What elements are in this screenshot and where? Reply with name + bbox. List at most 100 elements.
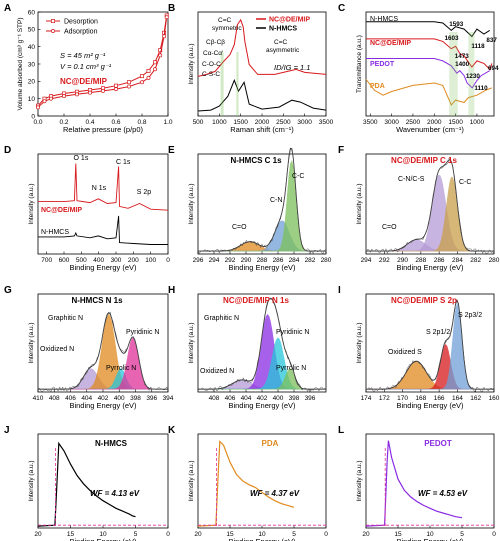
x-tick-label: 5 [134, 531, 138, 538]
x-tick-label: 2000 [255, 119, 270, 126]
x-tick-label: 5 [292, 531, 296, 538]
y-axis-label: Intensity (a.u.) [28, 322, 35, 363]
panel-letter: K [168, 425, 176, 436]
chart-title: PDA [262, 439, 279, 448]
x-tick-label: 20 [194, 531, 202, 538]
x-tick-label: 406 [225, 395, 236, 402]
peak-label: Pyridinic N [276, 329, 309, 336]
y-axis-label: Intensity (a.u.) [356, 322, 363, 363]
raw-data-line [365, 298, 495, 392]
panel-letter: J [4, 425, 10, 436]
panel-letter: I [338, 285, 341, 296]
legend-label: Desorption [64, 18, 98, 25]
x-tick-label: 282 [470, 257, 481, 264]
y-tick-label: 10 [28, 96, 36, 103]
x-axis-label: Binding Energy (eV) [228, 401, 296, 410]
x-axis-label: Binding Energy (eV) [69, 537, 137, 541]
annotation: O 1s [74, 155, 89, 162]
x-tick-label: 3000 [297, 119, 312, 126]
x-axis-label: Relative pressure (p/p0) [63, 125, 144, 134]
x-tick-label: 408 [209, 395, 220, 402]
data-point-adsorption [127, 84, 131, 89]
envelope-line [366, 299, 494, 390]
series-line-nhmcs [38, 215, 168, 245]
x-tick-label: 294 [361, 257, 372, 264]
x-tick-label: 402 [257, 395, 268, 402]
panel-letter: G [4, 285, 12, 296]
x-tick-label: 288 [257, 257, 268, 264]
x-axis-label: Binding Energy (eV) [228, 263, 296, 272]
data-point-adsorption [153, 67, 157, 72]
x-tick-label: 294 [209, 257, 220, 264]
annotation: C-S-C [202, 71, 220, 78]
x-tick-label: 290 [397, 257, 408, 264]
x-tick-label: 20 [34, 531, 42, 538]
annotation: ID/IG = 1.1 [274, 63, 310, 72]
annotation: asymmetric [266, 47, 300, 54]
peak-label: C-N/C-S [398, 176, 425, 183]
plot-frame [365, 293, 495, 393]
annotation: WF = 4.37 eV [250, 489, 300, 498]
data-point-adsorption [114, 87, 118, 92]
x-axis-label: Binding Energy (eV) [396, 401, 464, 410]
x-tick-label: 0.6 [111, 119, 120, 126]
x-axis-label: Binding Energy (eV) [69, 263, 137, 272]
panel-letter: L [338, 425, 344, 436]
data-point-desorption [146, 68, 151, 73]
panel-letter: B [168, 3, 175, 14]
x-axis-label: Wavenumber (cm⁻¹) [396, 125, 464, 134]
chart-title: NC@DE/MIP C 1s [391, 156, 457, 165]
chart-title: N-HMCS [95, 439, 128, 448]
annotation: Cβ-Cβ [206, 39, 225, 46]
peak-label: C-C [459, 179, 471, 186]
x-tick-label: 286 [273, 257, 284, 264]
peak-label: C=O [382, 224, 397, 231]
y-axis-label: Intensity (a.u.) [28, 460, 35, 501]
annotation: N 1s [92, 185, 107, 192]
x-tick-label: 400 [93, 257, 104, 264]
x-tick-label: 600 [59, 257, 70, 264]
y-tick-label: 30 [28, 61, 36, 68]
x-tick-label: 5 [460, 531, 464, 538]
panel-letter: A [4, 3, 11, 14]
x-tick-label: 396 [146, 395, 157, 402]
x-tick-label: 700 [41, 257, 52, 264]
x-tick-label: 10 [258, 531, 266, 538]
peak-oxidized-s [366, 360, 494, 390]
highlight-band [220, 52, 224, 116]
x-tick-label: 288 [415, 257, 426, 264]
data-point-adsorption [146, 75, 151, 80]
peak-label: C=O [232, 224, 247, 231]
chart-title: NC@DE/MIP N 1s [223, 296, 289, 305]
y-axis-label: Volume absorbed (cm³ g⁻¹ STP) [17, 17, 24, 110]
x-tick-label: 282 [305, 257, 316, 264]
x-tick-label: 164 [452, 395, 463, 402]
series-line-2 [366, 58, 490, 89]
peak-c-n-c-s [366, 174, 494, 252]
x-tick-label: 2500 [276, 119, 291, 126]
peak-label: S 2p3/2 [458, 312, 482, 319]
x-tick-label: 0.2 [59, 119, 68, 126]
annotation: 837 [486, 37, 497, 44]
plot-frame [197, 153, 327, 255]
y-axis-label: Intensity (a.u.) [188, 460, 195, 501]
legend-label: N-HMCS [269, 26, 297, 33]
annotation: 1593 [449, 21, 464, 28]
data-point-adsorption [88, 90, 92, 95]
data-point-desorption [140, 74, 144, 79]
x-tick-label: 170 [397, 395, 408, 402]
annotation: 1473 [455, 53, 470, 60]
x-tick-label: 1500 [448, 119, 463, 126]
x-tick-label: 394 [163, 395, 174, 402]
x-tick-label: 406 [65, 395, 76, 402]
x-tick-label: 500 [76, 257, 87, 264]
x-tick-label: 0.0 [33, 119, 42, 126]
x-tick-label: 160 [489, 395, 500, 402]
x-tick-label: 15 [67, 531, 75, 538]
series-line-1 [366, 38, 493, 71]
data-point-desorption [127, 80, 131, 85]
x-tick-label: 400 [273, 395, 284, 402]
data-point-desorption [114, 83, 118, 88]
highlight-band [236, 52, 239, 116]
ups-curve [37, 441, 136, 527]
